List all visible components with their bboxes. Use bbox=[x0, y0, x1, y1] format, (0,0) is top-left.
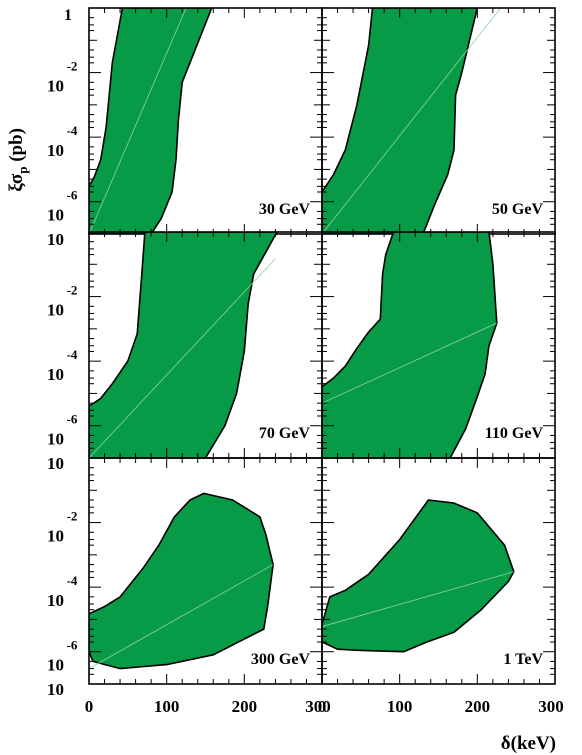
y-axis-title: ξσp (pb) bbox=[6, 128, 30, 192]
panel: 70 GeV bbox=[88, 231, 323, 459]
y-tick-label: 10 bbox=[47, 365, 64, 384]
x-tick-label: 200 bbox=[232, 697, 258, 716]
y-tick-exponent: -6 bbox=[67, 412, 78, 427]
y-tick-label: 10 bbox=[47, 430, 64, 449]
y-tick-exponent: -4 bbox=[67, 347, 78, 362]
diagonal-line bbox=[322, 571, 514, 627]
x-tick-label: 100 bbox=[387, 697, 413, 716]
panel-label: 50 GeV bbox=[492, 201, 544, 218]
y-tick-label: 10 bbox=[47, 301, 64, 320]
y-tick-exponent: -4 bbox=[67, 573, 78, 588]
panel-label: 30 GeV bbox=[259, 201, 311, 218]
y-tick-exponent: -4 bbox=[67, 123, 78, 138]
x-tick-label: 200 bbox=[465, 697, 491, 716]
diagonal-line bbox=[89, 258, 276, 458]
allowed-region bbox=[89, 8, 213, 234]
axis-ticks bbox=[88, 231, 323, 459]
panel-label: 1 TeV bbox=[503, 651, 543, 668]
panel-frame bbox=[321, 457, 556, 685]
allowed-region bbox=[322, 232, 498, 458]
y-tick-label: 10 bbox=[47, 77, 64, 96]
y-tick-label: 10 bbox=[47, 527, 64, 546]
panel: 50 GeV bbox=[321, 7, 556, 235]
x-tick-label: 0 bbox=[318, 697, 327, 716]
allowed-region bbox=[322, 8, 479, 234]
allowed-region bbox=[322, 499, 515, 653]
y-tick-label: 10 bbox=[47, 141, 64, 160]
diagonal-line bbox=[322, 8, 501, 234]
y-tick-exponent: -2 bbox=[67, 59, 78, 74]
diagonal-line bbox=[89, 564, 274, 669]
y-axis-title-subscript: p bbox=[15, 167, 30, 174]
y-tick-exponent: -6 bbox=[67, 638, 78, 653]
axis-ticks bbox=[88, 457, 323, 685]
panel-label: 300 GeV bbox=[251, 651, 311, 668]
x-axis-title: δ(keV) bbox=[501, 733, 556, 754]
y-axis-title-unit: (pb) bbox=[6, 128, 27, 167]
y-tick-label: 10 bbox=[47, 656, 64, 675]
y-tick-exponent: -6 bbox=[67, 188, 78, 203]
y-tick-label: 10 bbox=[47, 230, 64, 249]
y-tick-label: 1 bbox=[64, 7, 72, 24]
y-tick-label: 10 bbox=[47, 454, 64, 473]
panels-layer: 30 GeV 50 GeV 70 GeV 110 GeV 300 GeV 1 TeV bbox=[88, 7, 556, 685]
y-axis-title-main: ξσ bbox=[6, 173, 27, 192]
y-tick-labels: 1-210-410-61010-210-410-61010-210-410-61… bbox=[47, 7, 78, 699]
panel: 300 GeV bbox=[88, 457, 323, 685]
diagonal-line bbox=[89, 8, 187, 234]
panel-label: 110 GeV bbox=[485, 425, 544, 442]
allowed-region bbox=[89, 232, 278, 458]
x-tick-label: 0 bbox=[85, 697, 94, 716]
y-tick-label: 10 bbox=[47, 206, 64, 225]
y-tick-exponent: -2 bbox=[67, 509, 78, 524]
y-tick-label: 10 bbox=[47, 680, 64, 699]
panel-label: 70 GeV bbox=[259, 425, 311, 442]
x-tick-label: 100 bbox=[154, 697, 180, 716]
panel: 110 GeV bbox=[321, 231, 556, 459]
y-tick-exponent: -2 bbox=[67, 283, 78, 298]
panel: 30 GeV bbox=[88, 7, 323, 235]
diagonal-line bbox=[322, 322, 497, 404]
allowed-region bbox=[89, 492, 274, 670]
panel: 1 TeV bbox=[321, 457, 556, 685]
y-tick-label: 10 bbox=[47, 591, 64, 610]
x-tick-label: 300 bbox=[305, 697, 331, 716]
x-tick-label: 300 bbox=[538, 697, 564, 716]
